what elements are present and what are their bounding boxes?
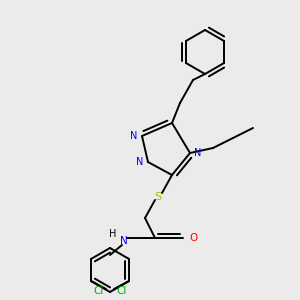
Text: H: H	[109, 229, 117, 239]
Text: Cl: Cl	[94, 286, 104, 296]
Text: N: N	[194, 148, 202, 158]
Text: O: O	[189, 233, 197, 243]
Text: N: N	[136, 157, 144, 167]
Text: N: N	[120, 236, 128, 246]
Text: N: N	[130, 131, 138, 141]
Text: S: S	[154, 192, 162, 202]
Text: Cl: Cl	[116, 286, 126, 296]
